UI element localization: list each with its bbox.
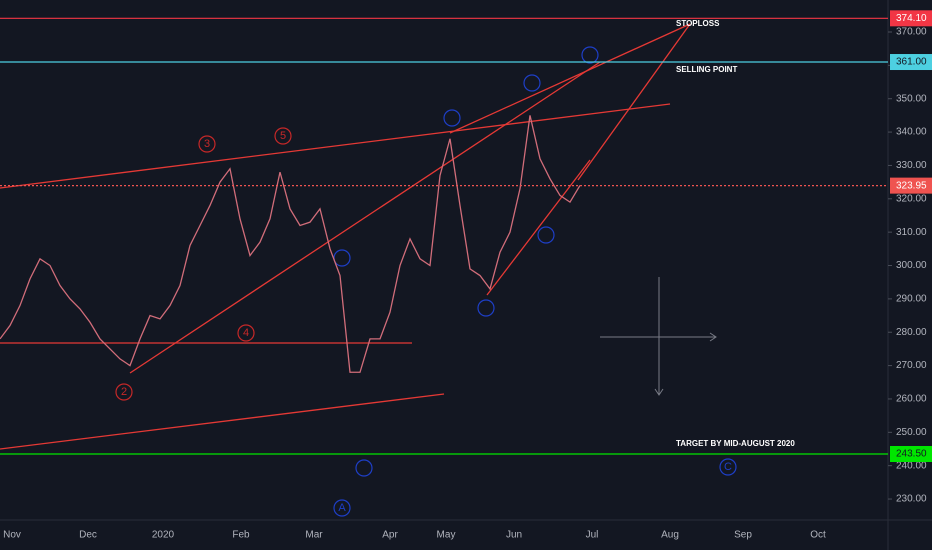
level-note: SELLING POINT [676, 65, 737, 74]
y-tick-label: 320.00 [896, 193, 927, 204]
level-note: TARGET BY MID-AUGUST 2020 [676, 439, 795, 448]
trend-lines [0, 23, 691, 450]
x-tick-label: Aug [661, 530, 679, 541]
wave-circles [115, 127, 737, 517]
x-tick-label: Jun [506, 530, 522, 541]
y-tick-label: 270.00 [896, 360, 927, 371]
price-badge-label: 323.95 [896, 180, 927, 191]
x-tick-label: Apr [382, 530, 398, 541]
x-tick-label: May [437, 530, 456, 541]
x-tick-label: Mar [305, 530, 323, 541]
x-tick-label: 2020 [152, 530, 175, 541]
price-badge-label: 243.50 [896, 449, 927, 460]
price-badge [890, 177, 932, 194]
price-line [0, 115, 581, 373]
wave-label: 3 [204, 138, 210, 150]
x-tick-label: Oct [810, 530, 826, 541]
y-tick-label: 290.00 [896, 294, 927, 305]
wave-label: 5 [280, 130, 286, 142]
y-tick-label: 300.00 [896, 260, 927, 271]
x-tick-label: Feb [232, 530, 250, 541]
wave-label: C [724, 461, 732, 473]
y-tick-label: 240.00 [896, 460, 927, 471]
y-tick-label: 350.00 [896, 93, 927, 104]
x-tick-label: Dec [79, 530, 97, 541]
wave-label: A [338, 502, 346, 514]
level-note: STOPLOSS [676, 19, 720, 28]
wave-label: 4 [243, 327, 249, 339]
price-badge [890, 10, 932, 27]
y-tick-label: 330.00 [896, 160, 927, 171]
price-badge-label: 361.00 [896, 57, 927, 68]
price-badge-label: 374.10 [896, 13, 927, 24]
y-tick-label: 230.00 [896, 494, 927, 505]
wave-circles [333, 46, 599, 477]
y-tick-label: 280.00 [896, 327, 927, 338]
x-tick-label: Jul [586, 530, 599, 541]
y-tick-label: 310.00 [896, 227, 927, 238]
y-tick-label: 250.00 [896, 427, 927, 438]
x-tick-label: Nov [3, 530, 21, 541]
crosshair-drawing [600, 277, 717, 396]
x-tick-label: Sep [734, 530, 752, 541]
y-tick-label: 260.00 [896, 394, 927, 405]
y-tick-label: 370.00 [896, 27, 927, 38]
price-badge [890, 446, 932, 463]
y-tick-label: 340.00 [896, 127, 927, 138]
price-badge [890, 54, 932, 71]
wave-label: 2 [121, 386, 127, 398]
